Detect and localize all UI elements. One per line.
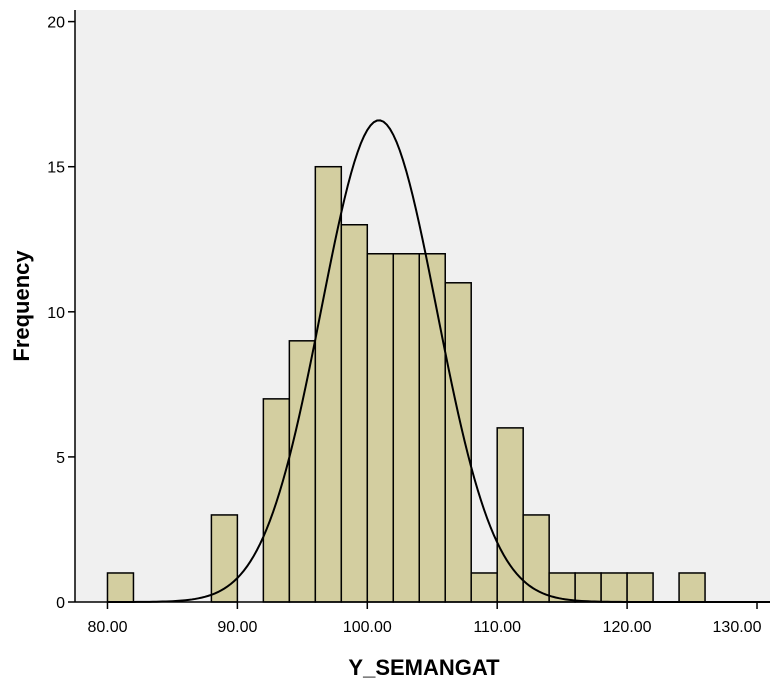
histogram-bar [470,572,498,603]
x-tick-label: 80.00 [87,619,127,636]
x-tick-label: 110.00 [473,619,521,636]
bars-group [106,165,706,603]
y-tick-label: 0 [56,595,65,612]
histogram-bar [444,282,472,603]
histogram-bar [522,514,550,603]
histogram-bar [392,253,420,603]
histogram-bar [678,572,706,603]
x-tick-label: 100.00 [343,619,392,636]
histogram-bar [288,340,317,603]
x-tick-label: 120.00 [603,619,652,636]
y-tick-label: 20 [47,15,65,32]
histogram-bar [626,572,654,603]
histogram-bar [340,224,369,603]
histogram-bar [366,253,395,603]
histogram-bar [574,572,602,603]
y-tick-label: 10 [47,305,65,322]
x-tick-label: 130.00 [713,619,762,636]
y-ticks-group: 0 5 10 15 20 [47,15,75,612]
y-tick-label: 5 [56,450,65,467]
y-tick-label: 15 [47,160,65,177]
histogram-bar [600,572,628,603]
histogram-bar [106,572,135,603]
histogram-bar [496,427,524,603]
x-tick-label: 90.00 [217,619,257,636]
histogram-bar [418,253,446,603]
x-axis-title: Y_SEMANGAT [348,655,500,680]
y-axis-title: Frequency [9,250,34,362]
x-ticks-group: 80.00 90.00 100.00 110.00 120.00 130.00 [87,602,762,636]
